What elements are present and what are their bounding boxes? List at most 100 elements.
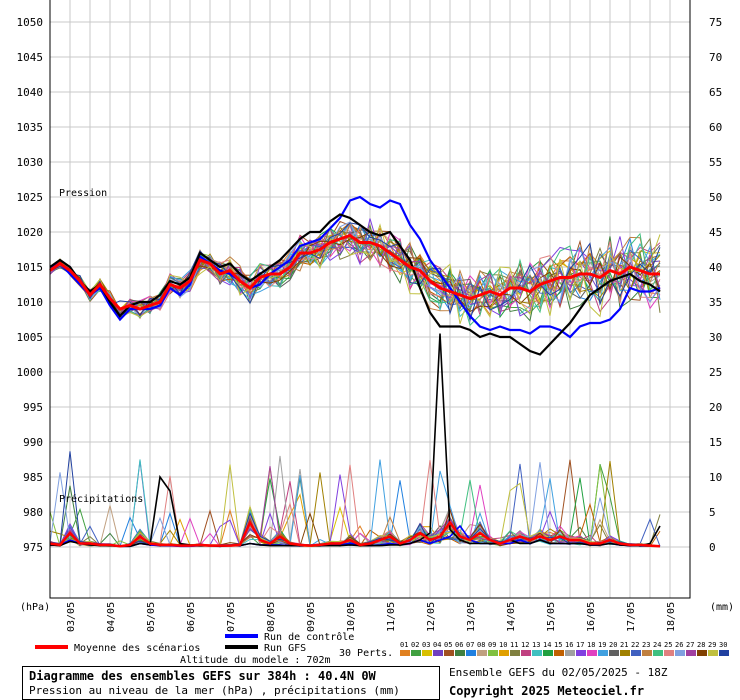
series-pressure-line [49,195,661,339]
pressure-tick-label: 1020 [17,226,44,239]
perturbation-id: 06 [455,641,463,649]
perturbation-swatch [411,650,421,656]
date-tick-label: 14/05 [506,602,517,632]
perturbation-id: 09 [488,641,496,649]
legend-gfs-label: Run GFS [264,643,306,654]
precip-tick-label: 60 [709,121,722,134]
date-tick-label: 04/05 [106,602,117,632]
perturbation-id: 07 [466,641,474,649]
pressure-tick-label: 1045 [17,51,44,64]
perturbation-swatch [499,650,509,656]
gefs-ensemble-chart: 1050104510401035103010251020101510101005… [16,0,735,666]
perturbation-id: 16 [565,641,573,649]
perturbation-swatch [488,650,498,656]
perturbation-id: 27 [686,641,694,649]
date-tick-label: 16/05 [586,602,597,632]
perturbation-id: 25 [664,641,672,649]
perturbation-swatch [510,650,520,656]
perturbation-legend: 01 02 03 04 05 06 07 08 09 10 11 12 13 14 15 16 17 18 19 20… [400,641,729,656]
pressure-label: Pression [59,188,107,199]
pressure-tick-label: 1030 [17,156,44,169]
perturbation-id: 20 [609,641,617,649]
series-precip-line [49,333,661,548]
perturbation-swatch [686,650,696,656]
pressure-tick-label: 995 [23,401,43,414]
pressure-tick-label: 975 [23,541,43,554]
perturbation-id: 18 [587,641,595,649]
perturbation-swatch [675,650,685,656]
perturbation-swatch [466,650,476,656]
precip-tick-label: 10 [709,471,722,484]
perturbation-swatch [697,650,707,656]
perturbation-swatch [554,650,564,656]
pressure-tick-label: 1015 [17,261,44,274]
perturbation-swatch [642,650,652,656]
date-tick-label: 12/05 [426,602,437,632]
date-tick-label: 11/05 [386,602,397,632]
perturbation-id: 02 [411,641,419,649]
perturbation-id: 14 [543,641,551,649]
perturbation-swatch [422,650,432,656]
perturbation-swatch [521,650,531,656]
perturbation-pressure-line [49,230,661,316]
pressure-tick-label: 1040 [17,86,44,99]
date-tick-label: 13/05 [466,602,477,632]
perturbation-id: 10 [499,641,507,649]
perturbation-id: 28 [697,641,705,649]
perturbation-id: 21 [620,641,628,649]
perturbation-swatch [664,650,674,656]
legend-control-label: Run de contrôle [264,631,354,643]
perturbation-swatch [587,650,597,656]
perturbation-id: 26 [675,641,683,649]
precip-tick-label: 55 [709,156,722,169]
precip-label: Précipitations [59,493,143,505]
perturbation-id: 03 [422,641,430,649]
date-axis-labels: 03/05 04/05 05/05 06/05 07/05 08/05 09/05 10/05… [66,602,677,632]
copyright: Copyright 2025 Meteociel.fr [449,684,645,698]
model-altitude: Altitude du modele : 702m [180,655,331,666]
date-tick-label: 17/05 [626,602,637,632]
perturbation-id: 13 [532,641,540,649]
plot-frame [49,0,691,599]
perturbation-id: 15 [554,641,562,649]
precip-tick-label: 50 [709,191,722,204]
precip-tick-label: 0 [709,541,716,554]
perturbation-pressure-line [49,222,661,322]
perturbation-swatch [455,650,465,656]
perturbation-id: 01 [400,641,408,649]
chart-title-box: Diagramme des ensembles GEFS sur 384h : … [22,666,440,700]
pressure-tick-label: 1010 [17,296,44,309]
perturbation-swatch [708,650,718,656]
pressure-unit-label: (hPa) [20,602,50,613]
perturbation-id: 23 [642,641,650,649]
perturbation-id: 08 [477,641,485,649]
precip-tick-label: 25 [709,366,722,379]
precip-tick-label: 65 [709,86,722,99]
precip-unit-label: (mm) [710,602,734,613]
perturbation-swatch [598,650,608,656]
perturbation-swatch [444,650,454,656]
perturbation-swatch [400,650,410,656]
precip-tick-label: 40 [709,261,722,274]
perturbation-swatch [620,650,630,656]
date-tick-label: 08/05 [266,602,277,632]
pressure-tick-label: 985 [23,471,43,484]
date-tick-label: 05/05 [146,602,157,632]
pressure-tick-label: 990 [23,436,43,449]
pressure-tick-label: 1000 [17,366,44,379]
perturbation-id: 05 [444,641,452,649]
pressure-tick-label: 1025 [17,191,44,204]
perturbation-id: 19 [598,641,606,649]
pressure-axis-ticks: 1050 1045 1040 1035 1030 1025 1020 1015 1010 1005… [17,16,44,554]
ensemble-info: Ensemble GEFS du 02/05/2025 - 18Z [449,666,668,679]
series-pressure-line [49,213,661,356]
perturbation-id: 30 [719,641,727,649]
date-tick-label: 09/05 [306,602,317,632]
precip-tick-label: 70 [709,51,722,64]
perturbation-id: 24 [653,641,661,649]
perturbation-id: 17 [576,641,584,649]
series-pressure-line [49,233,660,311]
perturbation-id: 04 [433,641,441,649]
perturbation-pressure-line [49,234,661,316]
